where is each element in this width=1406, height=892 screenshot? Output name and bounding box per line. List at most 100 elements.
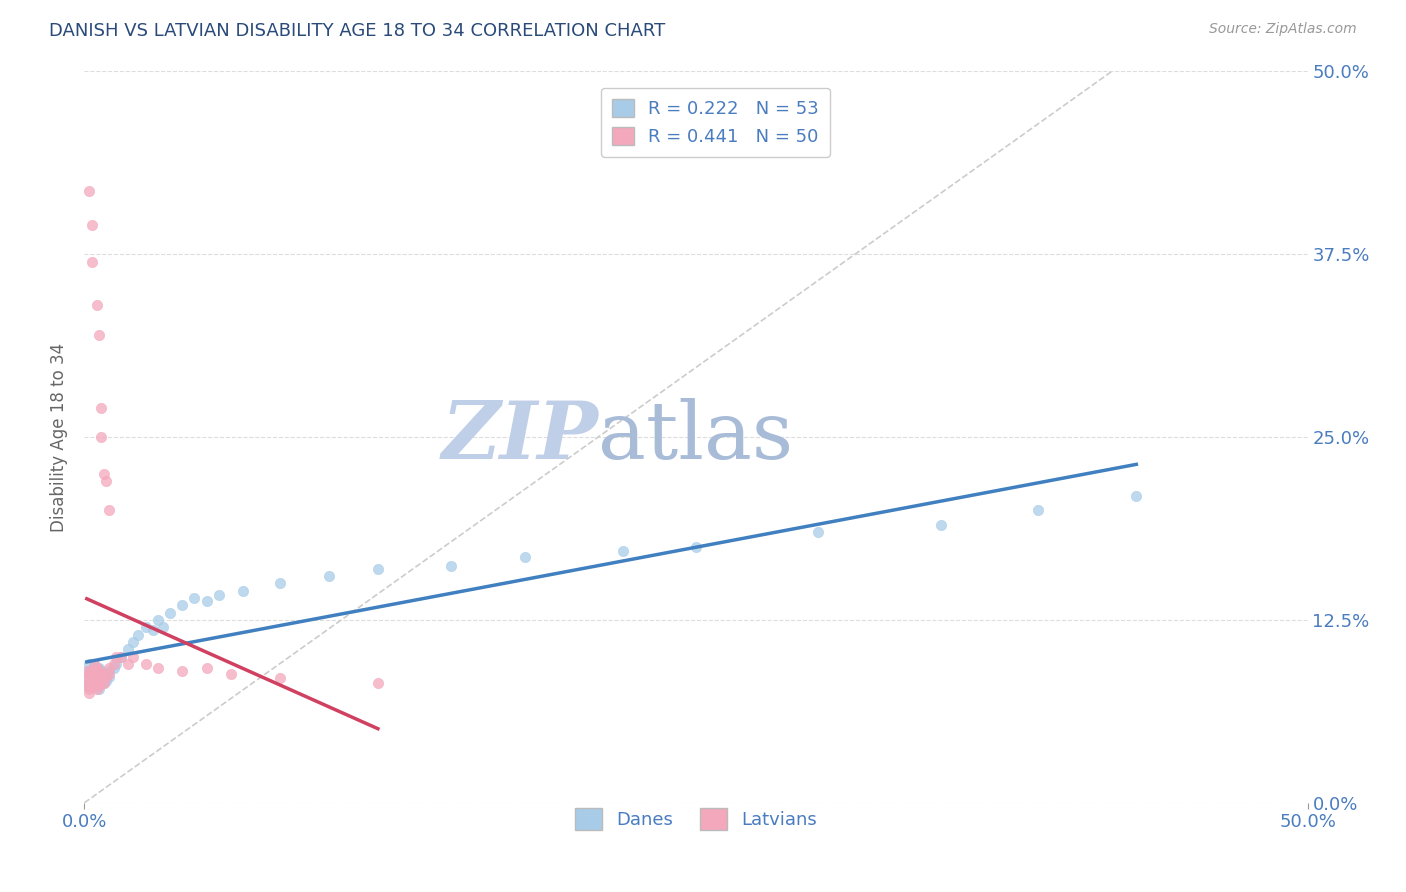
Point: [172, 599, 194, 613]
Point: [93, 676, 115, 690]
Point: [117, 642, 139, 657]
Point: [86, 667, 108, 681]
Point: [83, 664, 105, 678]
Point: [269, 576, 291, 591]
Point: [76, 672, 98, 686]
Point: [93, 667, 115, 681]
Text: atlas: atlas: [598, 398, 793, 476]
Point: [685, 540, 707, 554]
Point: [86, 661, 108, 675]
Y-axis label: Disability Age 18 to 34: Disability Age 18 to 34: [51, 343, 69, 532]
Point: [87, 679, 110, 693]
Point: [97, 664, 120, 678]
Point: [76, 679, 98, 693]
Point: [97, 667, 120, 681]
Point: [93, 467, 115, 481]
Point: [83, 664, 105, 678]
Point: [105, 649, 128, 664]
Point: [90, 664, 112, 678]
Point: [135, 620, 157, 634]
Point: [83, 679, 105, 693]
Point: [80, 664, 103, 678]
Point: [96, 670, 118, 684]
Point: [318, 569, 340, 583]
Point: [219, 667, 242, 681]
Point: [80, 254, 103, 268]
Point: [159, 606, 181, 620]
Point: [440, 558, 463, 573]
Point: [86, 676, 108, 690]
Point: [80, 664, 103, 678]
Point: [77, 667, 100, 681]
Point: [77, 184, 100, 198]
Point: [122, 635, 145, 649]
Point: [807, 525, 830, 540]
Point: [90, 430, 112, 444]
Point: [83, 679, 105, 693]
Point: [77, 676, 100, 690]
Point: [146, 661, 169, 675]
Point: [80, 679, 103, 693]
Point: [367, 676, 389, 690]
Point: [152, 620, 174, 634]
Point: [86, 661, 108, 675]
Point: [367, 562, 389, 576]
Point: [105, 657, 128, 671]
Point: [103, 657, 125, 671]
Point: [135, 657, 157, 671]
Point: [146, 613, 169, 627]
Point: [76, 664, 98, 678]
Point: [195, 661, 218, 675]
Point: [103, 661, 125, 675]
Point: [90, 667, 112, 681]
Point: [80, 672, 103, 686]
Point: [86, 667, 108, 681]
Point: [1028, 503, 1050, 517]
Point: [80, 679, 103, 693]
Point: [90, 672, 112, 686]
Point: [96, 674, 118, 689]
Point: [93, 667, 115, 681]
Point: [83, 672, 105, 686]
Point: [87, 681, 110, 696]
Point: [172, 664, 194, 678]
Point: [77, 664, 100, 678]
Point: [117, 657, 139, 671]
Point: [87, 670, 110, 684]
Point: [77, 679, 100, 693]
Point: [97, 670, 120, 684]
Point: [612, 544, 634, 558]
Point: [110, 649, 132, 664]
Point: [122, 649, 145, 664]
Point: [513, 549, 536, 564]
Point: [232, 583, 254, 598]
Point: [83, 657, 105, 671]
Point: [195, 594, 218, 608]
Point: [87, 676, 110, 690]
Point: [86, 679, 108, 693]
Point: [86, 298, 108, 312]
Point: [127, 627, 149, 641]
Point: [83, 672, 105, 686]
Point: [83, 657, 105, 671]
Point: [80, 218, 103, 232]
Text: DANISH VS LATVIAN DISABILITY AGE 18 TO 34 CORRELATION CHART: DANISH VS LATVIAN DISABILITY AGE 18 TO 3…: [49, 22, 665, 40]
Text: ZIP: ZIP: [441, 399, 598, 475]
Point: [90, 676, 112, 690]
Point: [86, 672, 108, 686]
Point: [97, 661, 120, 675]
Point: [76, 672, 98, 686]
Point: [208, 588, 231, 602]
Point: [80, 672, 103, 686]
Point: [269, 672, 291, 686]
Point: [87, 327, 110, 342]
Point: [86, 681, 108, 696]
Point: [96, 474, 118, 488]
Legend: Danes, Latvians: Danes, Latvians: [568, 801, 824, 838]
Point: [1125, 489, 1147, 503]
Point: [87, 661, 110, 675]
Point: [97, 503, 120, 517]
Point: [87, 672, 110, 686]
Point: [183, 591, 205, 605]
Point: [929, 517, 952, 532]
